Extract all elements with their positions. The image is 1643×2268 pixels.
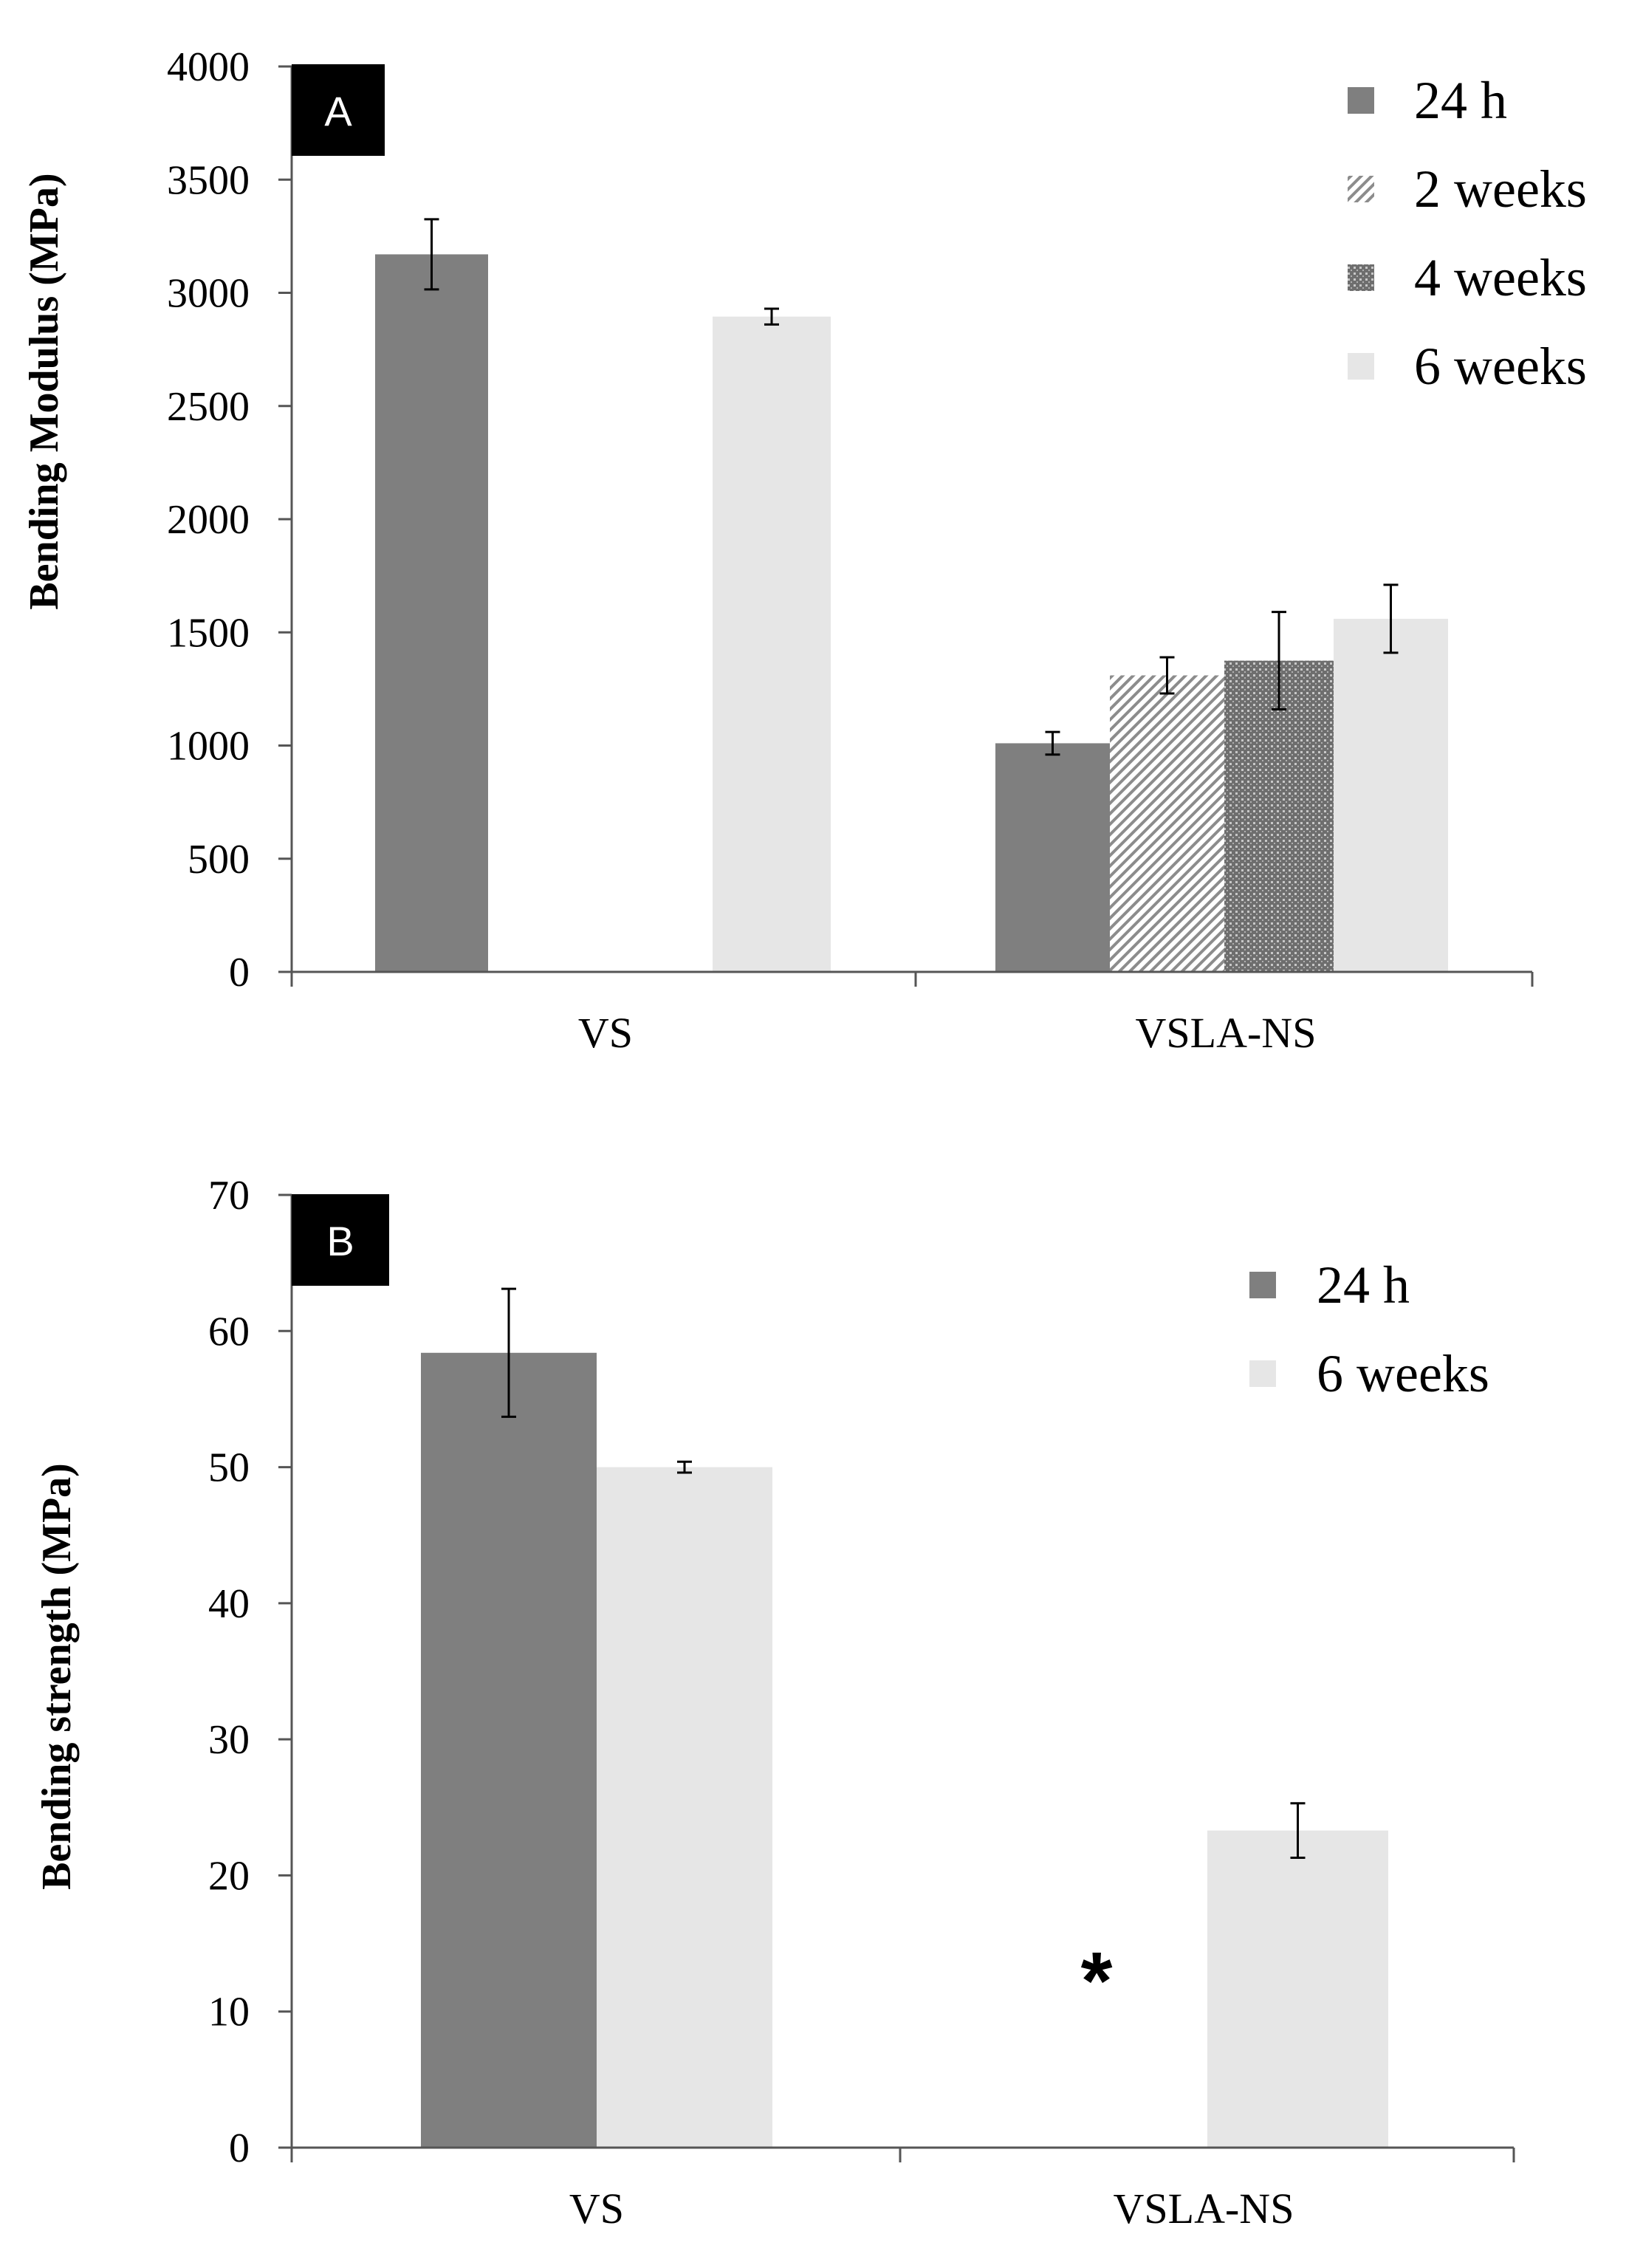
- panel-b-bar-vs-h24: [421, 1352, 597, 2148]
- panel-a-errorbar-vsla-ns-w2: [1159, 656, 1175, 695]
- panel-a-bar-vsla-ns-h24: [995, 743, 1110, 972]
- panel-a-bar-vsla-ns-w4: [1224, 660, 1334, 972]
- panel-a-y-tick-label: 500: [188, 837, 250, 883]
- panel-a-bars: [375, 218, 1448, 972]
- panel-a-y-tick-label: 2500: [167, 384, 250, 430]
- panel-a-legend-label-w6: 6 weeks: [1414, 337, 1587, 396]
- panel-a-legend-swatch-w6: [1348, 353, 1374, 380]
- panel-b-legend-swatch-h24: [1249, 1272, 1276, 1298]
- panel-b-y-axis-label: Bending strength (MPa): [34, 1463, 80, 1890]
- panel-a-legend: 24 h 2 weeks 4 weeks 6 weeks: [1348, 71, 1587, 396]
- panel-a-y-tick-label: 3000: [167, 271, 250, 317]
- panel-a-legend-label-h24: 24 h: [1414, 71, 1507, 130]
- panel-b-y-tick-label: 10: [208, 1990, 250, 2035]
- panel-b-y-tick-label: 30: [208, 1717, 250, 1763]
- panel-a-axes: 0 500 1000 1500 2000 2500 3000 3500 4000 VS VSLA-N…: [167, 44, 1534, 1057]
- panel-a-errorbar-vsla-ns-h24: [1045, 730, 1060, 756]
- panel-b-label: B: [326, 1218, 354, 1264]
- panel-a: 0 500 1000 1500 2000 2500 3000 3500 4000 VS VSLA-N…: [21, 44, 1587, 1057]
- panel-b: 0 10 20 30 40 50 60 70 VS VSLA-NS B Bending stren…: [34, 1173, 1515, 2233]
- panel-a-legend-label-w4: 4 weeks: [1414, 248, 1587, 307]
- panel-a-legend-swatch-h24: [1348, 87, 1374, 114]
- panel-a-y-tick-label: 4000: [167, 44, 250, 90]
- panel-a-bar-vsla-ns-w2: [1110, 675, 1224, 972]
- panel-b-errorbar-vsla-ns-w6: [1290, 1802, 1306, 1859]
- panel-b-bar-vs-w6: [597, 1467, 772, 2148]
- panel-a-legend-label-w2: 2 weeks: [1414, 160, 1587, 219]
- panel-b-bars: [421, 1287, 1388, 2148]
- panel-a-y-tick-label: 0: [229, 950, 250, 996]
- panel-a-errorbar-vs-w6: [764, 307, 779, 326]
- panel-a-bar-vsla-ns-w6: [1334, 618, 1448, 972]
- panel-a-y-tick-label: 2000: [167, 497, 250, 543]
- panel-a-y-axis-label: Bending Modulus (MPa): [21, 173, 67, 609]
- panel-b-errorbar-vs-h24: [501, 1287, 516, 1418]
- panel-a-y-tick-label: 1500: [167, 610, 250, 656]
- panel-a-label-box: [292, 64, 385, 156]
- panel-b-y-tick-label: 50: [208, 1445, 250, 1491]
- panel-b-legend-label-h24: 24 h: [1317, 1255, 1410, 1315]
- panel-b-y-tick-label: 40: [208, 1581, 250, 1627]
- panel-b-legend-label-w6: 6 weeks: [1317, 1344, 1489, 1403]
- panel-a-legend-swatch-w2: [1348, 176, 1374, 202]
- panel-b-axes: 0 10 20 30 40 50 60 70 VS VSLA-NS: [208, 1173, 1515, 2233]
- panel-a-x-category-label: VSLA-NS: [1136, 1009, 1317, 1057]
- panel-a-y-tick-label: 1000: [167, 724, 250, 770]
- panel-a-bar-vs-w6: [713, 316, 831, 972]
- panel-b-y-tick-label: 20: [208, 1853, 250, 1899]
- panel-b-errorbar-vs-w6: [677, 1460, 692, 1474]
- panel-b-y-tick-label: 0: [229, 2125, 250, 2171]
- panel-b-x-category-label: VS: [569, 2185, 624, 2233]
- panel-a-errorbar-vs-h24: [424, 218, 439, 291]
- panel-b-y-tick-label: 60: [208, 1309, 250, 1354]
- panel-a-bar-vs-h24: [375, 254, 488, 972]
- panel-a-y-tick-label: 3500: [167, 157, 250, 203]
- panel-a-legend-swatch-w4: [1348, 264, 1374, 291]
- panel-a-errorbar-vsla-ns-w6: [1383, 583, 1399, 654]
- panel-b-annotation-star: *: [1081, 1936, 1113, 2027]
- panel-b-legend: 24 h 6 weeks: [1249, 1255, 1489, 1403]
- panel-a-x-category-label: VS: [578, 1009, 633, 1057]
- panel-b-y-tick-label: 70: [208, 1173, 250, 1219]
- panel-b-label-box: [292, 1194, 389, 1286]
- panel-a-label: A: [324, 88, 352, 134]
- panel-b-x-category-label: VSLA-NS: [1114, 2185, 1294, 2233]
- panel-b-legend-swatch-w6: [1249, 1360, 1276, 1387]
- panel-b-bar-vsla-ns-w6: [1207, 1830, 1388, 2148]
- panel-a-errorbar-vsla-ns-w4: [1272, 611, 1286, 710]
